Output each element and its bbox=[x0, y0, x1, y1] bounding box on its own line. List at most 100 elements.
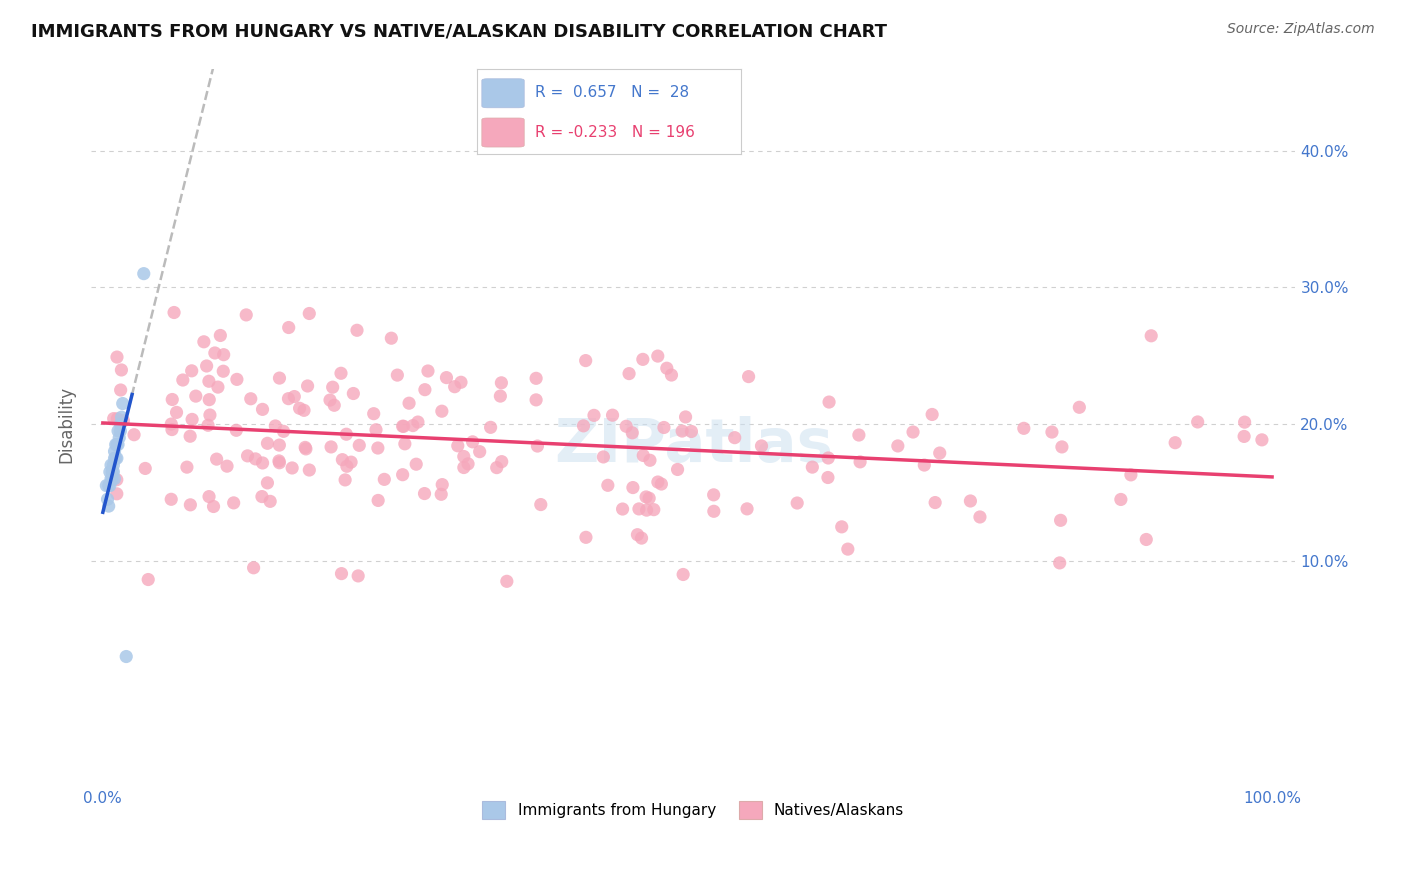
Point bbox=[491, 455, 513, 469]
Point bbox=[250, 490, 273, 504]
Point bbox=[197, 418, 219, 433]
Point bbox=[416, 364, 439, 378]
Point bbox=[346, 323, 368, 337]
Point bbox=[737, 369, 759, 384]
Point bbox=[887, 439, 910, 453]
Point bbox=[319, 440, 342, 454]
Point bbox=[621, 481, 644, 495]
Point bbox=[392, 419, 415, 434]
Point bbox=[104, 437, 127, 451]
Point bbox=[342, 386, 364, 401]
Point bbox=[405, 457, 427, 471]
Point bbox=[671, 424, 693, 438]
Point bbox=[453, 450, 475, 464]
Point bbox=[100, 458, 122, 472]
Point bbox=[239, 392, 262, 406]
Point bbox=[105, 451, 128, 466]
Point bbox=[205, 452, 228, 467]
Point bbox=[198, 490, 221, 504]
Point bbox=[105, 411, 128, 425]
Point bbox=[340, 455, 363, 469]
Point bbox=[655, 361, 678, 376]
Point bbox=[110, 363, 132, 377]
Point bbox=[413, 383, 436, 397]
Point bbox=[209, 328, 232, 343]
Point bbox=[391, 467, 413, 482]
Point bbox=[252, 456, 274, 470]
Point bbox=[269, 438, 291, 452]
Point bbox=[489, 389, 512, 403]
Point bbox=[436, 370, 458, 384]
Text: Source: ZipAtlas.com: Source: ZipAtlas.com bbox=[1227, 22, 1375, 37]
Point bbox=[349, 438, 371, 452]
Text: IMMIGRANTS FROM HUNGARY VS NATIVE/ALASKAN DISABILITY CORRELATION CHART: IMMIGRANTS FROM HUNGARY VS NATIVE/ALASKA… bbox=[31, 22, 887, 40]
Point bbox=[636, 490, 658, 504]
Point bbox=[215, 459, 238, 474]
Point bbox=[430, 487, 453, 501]
Point bbox=[198, 392, 221, 407]
Point bbox=[179, 498, 201, 512]
Point bbox=[160, 417, 183, 431]
Point bbox=[101, 465, 124, 479]
Point bbox=[105, 473, 128, 487]
Point bbox=[242, 561, 264, 575]
Point bbox=[643, 502, 665, 516]
Point bbox=[204, 346, 226, 360]
Point bbox=[367, 441, 389, 455]
Point bbox=[617, 367, 640, 381]
Legend: Immigrants from Hungary, Natives/Alaskans: Immigrants from Hungary, Natives/Alaskan… bbox=[477, 795, 910, 825]
Point bbox=[627, 502, 650, 516]
Point bbox=[575, 530, 598, 544]
Point bbox=[443, 380, 465, 394]
Point bbox=[666, 462, 689, 476]
Point bbox=[256, 436, 278, 450]
Point bbox=[103, 451, 125, 466]
Point bbox=[225, 372, 247, 386]
Point bbox=[1251, 433, 1274, 447]
Y-axis label: Disability: Disability bbox=[58, 385, 75, 463]
Point bbox=[837, 542, 859, 557]
Point bbox=[333, 473, 356, 487]
Point bbox=[108, 431, 131, 445]
Point bbox=[430, 404, 453, 418]
Point bbox=[166, 405, 188, 419]
Point bbox=[295, 442, 318, 456]
Point bbox=[245, 451, 267, 466]
Point bbox=[575, 353, 598, 368]
Point bbox=[264, 419, 287, 434]
Point bbox=[273, 425, 295, 439]
Point bbox=[180, 364, 202, 378]
Point bbox=[447, 439, 470, 453]
Point bbox=[132, 267, 155, 281]
Point bbox=[298, 306, 321, 320]
Point bbox=[136, 573, 159, 587]
Point bbox=[256, 475, 278, 490]
Point bbox=[647, 349, 669, 363]
Point bbox=[621, 425, 644, 440]
Point bbox=[848, 428, 870, 442]
Point bbox=[491, 376, 513, 390]
Point bbox=[530, 498, 553, 512]
Point bbox=[402, 418, 425, 433]
Text: ZIPatlas: ZIPatlas bbox=[554, 416, 832, 475]
Point bbox=[630, 531, 652, 545]
Point bbox=[110, 417, 132, 431]
Point bbox=[115, 649, 138, 664]
Point bbox=[179, 429, 201, 443]
Point bbox=[596, 478, 619, 492]
Point bbox=[105, 350, 128, 364]
Point bbox=[1233, 429, 1256, 443]
Point bbox=[97, 499, 120, 513]
Point bbox=[912, 458, 935, 472]
Point bbox=[292, 403, 315, 417]
Point bbox=[1069, 401, 1091, 415]
Point bbox=[901, 425, 924, 439]
Point bbox=[485, 460, 508, 475]
Point bbox=[107, 424, 129, 438]
Point bbox=[162, 392, 184, 407]
Point bbox=[681, 425, 703, 439]
Point bbox=[450, 376, 472, 390]
Point bbox=[367, 493, 389, 508]
Point bbox=[330, 566, 353, 581]
Point bbox=[112, 414, 135, 428]
